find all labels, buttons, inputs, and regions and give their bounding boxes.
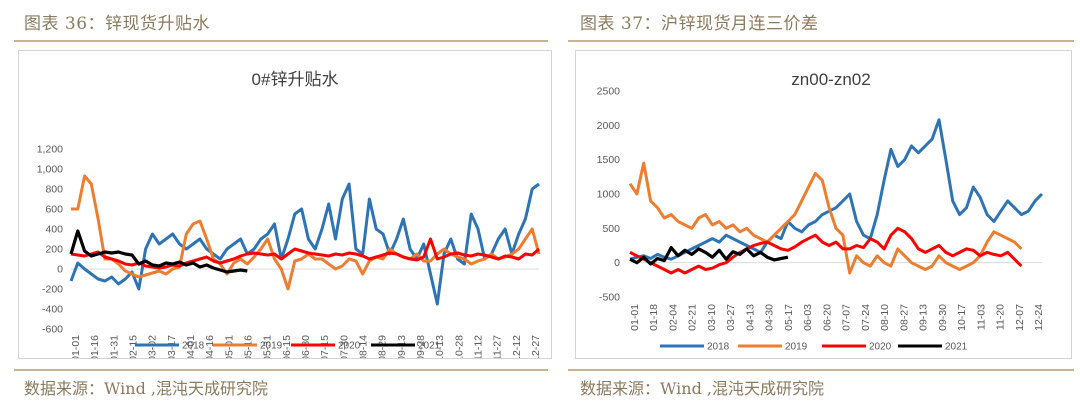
x-tick-label: 03-17	[166, 335, 178, 358]
x-tick-label: 01-31	[108, 335, 120, 358]
left-chart-panel: 0#锌升贴水 -600 -400 -200 0 200 400 600 800 1,000 1,20…	[18, 50, 552, 362]
y-tick-label: 200	[45, 244, 63, 256]
x-tick-label: 11-27	[492, 335, 504, 358]
right-chart-panel: zn00-zn02 -500 0 500 1000 1500 2000 2500 01-01 01…	[575, 50, 1072, 359]
x-tick-label: 10-13	[434, 335, 446, 358]
series-line-2019	[71, 174, 541, 291]
y-tick-label: 1000	[597, 189, 621, 201]
x-tick-label: 08-10	[879, 304, 891, 331]
legend-label-2020: 2020	[338, 341, 361, 352]
series-line-2021	[69, 229, 248, 274]
x-tick-label: 03-27	[725, 304, 737, 331]
y-tick-label: 800	[45, 184, 63, 196]
x-tick-label: 12-12	[511, 335, 523, 358]
x-tick-label: 04-13	[744, 304, 756, 331]
x-tick-label: 05-17	[783, 304, 795, 331]
right-source-note: 数据来源：Wind ,混沌天成研究院	[580, 379, 825, 398]
x-tick-label: 01-01	[629, 304, 641, 331]
x-tick-label: 08-29	[377, 335, 389, 358]
chart-title: 0#锌升贴水	[252, 70, 339, 89]
x-tick-label: 01-16	[89, 335, 101, 358]
x-tick-label: 06-20	[821, 304, 833, 331]
x-tick-label: 06-03	[802, 304, 814, 331]
x-tick-label: 05-01	[223, 335, 235, 358]
y-tick-label: 400	[45, 224, 63, 236]
series-line-2019	[628, 161, 1023, 275]
x-tick-label: 07-30	[338, 335, 350, 358]
legend-label-2020: 2020	[869, 342, 892, 353]
x-tick-label: 11-20	[995, 304, 1007, 330]
x-tick-label: 02-21	[687, 304, 699, 331]
x-tick-label: 12-07	[1014, 304, 1026, 331]
x-tick-label: 12-24	[1033, 304, 1045, 331]
y-tick-label: -600	[42, 324, 63, 336]
left-title-rule	[14, 40, 548, 42]
y-tick-label: 0	[57, 264, 63, 276]
x-tick-label: 04-30	[764, 304, 776, 331]
right-source-rule	[568, 369, 1074, 371]
legend-label-2021: 2021	[418, 341, 441, 352]
left-figure-title: 图表 36：锌现货升贴水	[24, 14, 211, 34]
chart-title: zn00-zn02	[791, 70, 870, 89]
y-tick-label: -500	[599, 292, 620, 304]
x-tick-label: 02-15	[128, 335, 140, 358]
y-tick-label: -200	[42, 284, 63, 296]
y-tick-label: 2500	[597, 86, 621, 98]
legend-label-2019: 2019	[260, 341, 283, 352]
y-tick-label: 600	[45, 204, 63, 216]
x-tick-label: 09-28	[415, 335, 427, 358]
y-tick-label: 1,000	[37, 164, 63, 176]
series-line-2020	[629, 226, 1023, 275]
legend-label-2021: 2021	[945, 342, 968, 353]
legend-label-2019: 2019	[785, 342, 808, 353]
x-tick-label: 10-28	[453, 335, 465, 358]
y-tick-label: 2000	[597, 120, 621, 132]
x-tick-label: 07-15	[319, 335, 331, 358]
series-line-2020	[70, 237, 540, 270]
left-source-note: 数据来源：Wind ,混沌天成研究院	[24, 379, 269, 398]
x-tick-label: 06-30	[300, 335, 312, 358]
x-tick-label: 11-03	[975, 304, 987, 330]
series-line-2018	[629, 118, 1044, 261]
right-chart: zn00-zn02 -500 0 500 1000 1500 2000 2500 01-01 01…	[597, 70, 1045, 353]
x-tick-label: 09-30	[937, 304, 949, 331]
y-tick-label: 500	[602, 223, 620, 235]
x-tick-label: 10-17	[956, 304, 968, 331]
y-tick-label: 1500	[597, 154, 621, 166]
x-tick-label: 07-24	[860, 304, 872, 331]
x-tick-label: 12-27	[530, 335, 542, 358]
x-tick-label: 09-13	[918, 304, 930, 331]
y-tick-label: -400	[42, 304, 63, 316]
x-tick-label: 02-04	[667, 304, 679, 331]
right-title-rule	[568, 40, 1074, 42]
x-tick-label: 09-13	[396, 335, 408, 358]
x-tick-label: 08-14	[358, 335, 370, 358]
right-figure-title: 图表 37：沪锌现货月连三价差	[580, 14, 819, 34]
x-tick-label: 11-12	[473, 335, 485, 358]
legend-label-2018: 2018	[707, 342, 730, 353]
x-tick-label: 07-07	[841, 304, 853, 331]
x-tick-label: 06-15	[281, 335, 293, 358]
x-tick-label: 04-16	[204, 335, 216, 358]
x-tick-label: 01-01	[70, 335, 82, 358]
x-tick-label: 08-27	[898, 304, 910, 331]
series-line-2021	[629, 246, 789, 266]
y-tick-label: 0	[614, 257, 620, 269]
x-tick-label: 05-31	[262, 335, 274, 358]
legend-label-2018: 2018	[182, 341, 205, 352]
x-tick-label: 04-01	[185, 335, 197, 358]
x-tick-label: 03-02	[147, 335, 159, 358]
series-line-2018	[69, 182, 540, 306]
left-chart: 0#锌升贴水 -600 -400 -200 0 200 400 600 800 1,000 1,20…	[37, 70, 542, 362]
x-tick-label: 05-16	[243, 335, 255, 358]
left-source-rule	[14, 369, 548, 371]
x-tick-label: 01-18	[648, 304, 660, 331]
x-tick-label: 03-10	[706, 304, 718, 331]
y-tick-label: 1,200	[37, 144, 63, 156]
